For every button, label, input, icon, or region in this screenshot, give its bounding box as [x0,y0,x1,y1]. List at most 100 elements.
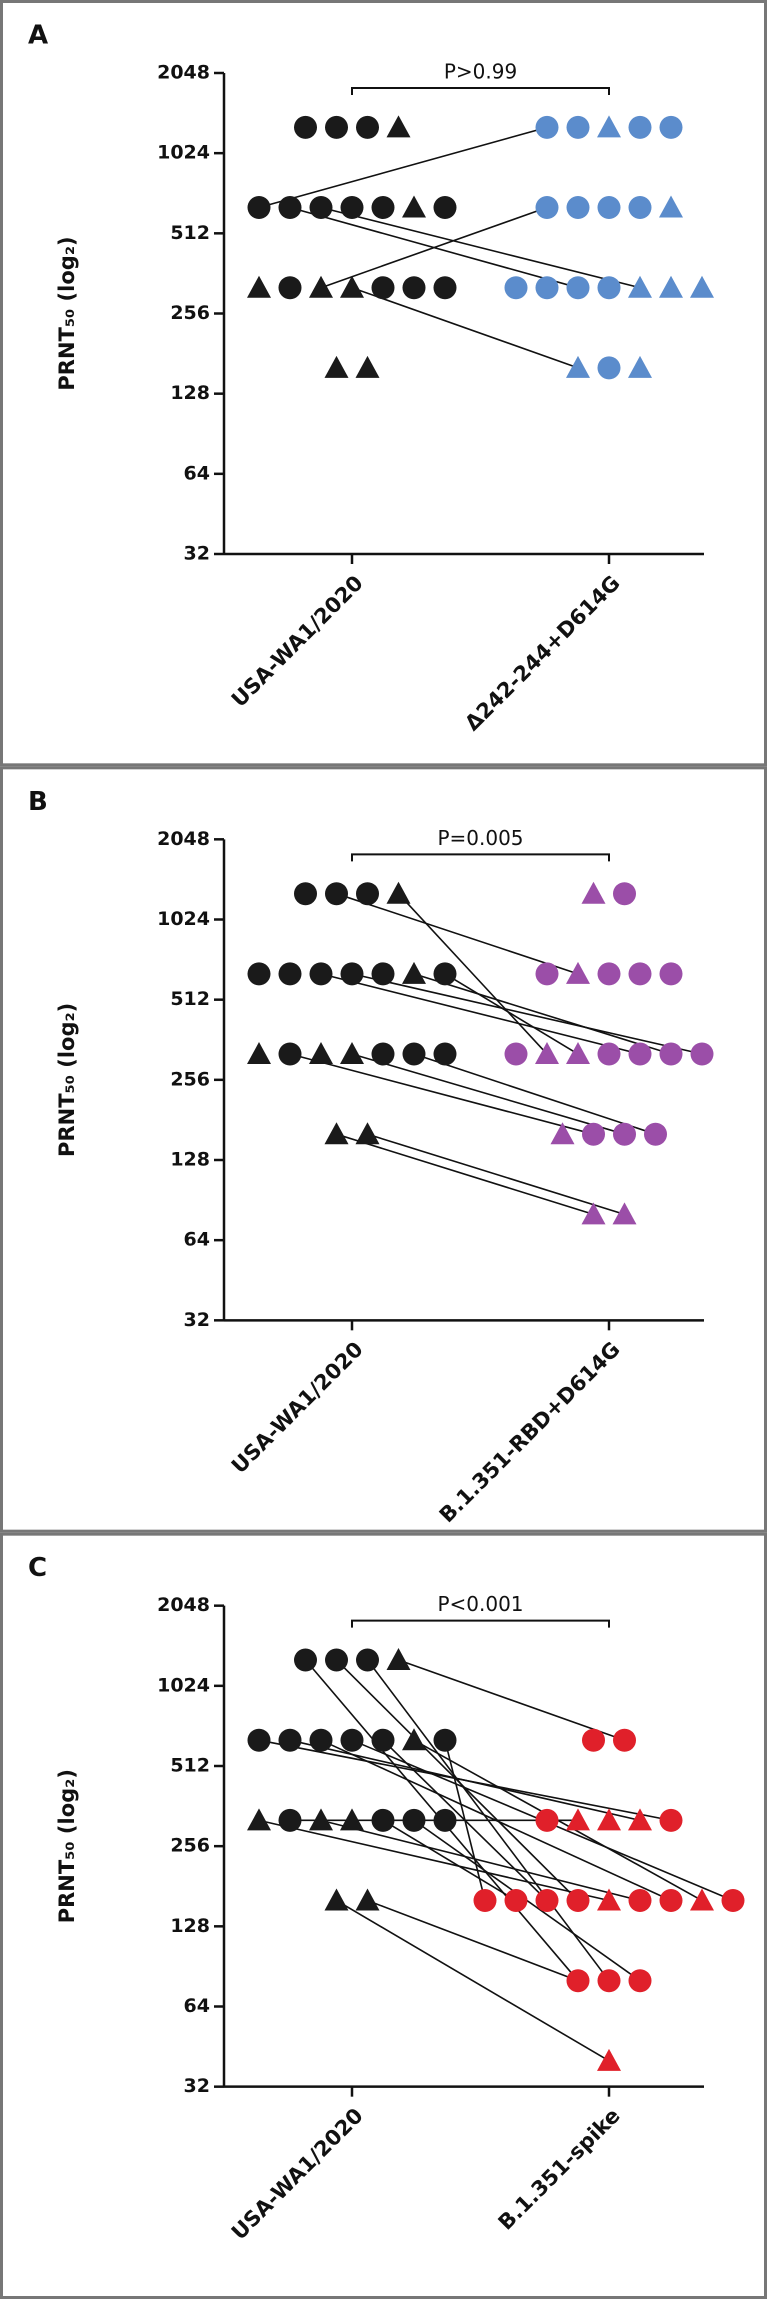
triangle-marker [690,275,714,298]
triangle-marker [247,1808,271,1831]
circle-marker [597,276,621,300]
y-axis-label: PRNT₅₀ (log₂) [55,1769,79,1923]
y-tick-label: 1024 [157,908,210,930]
circle-marker [278,276,302,300]
circle-marker [278,1042,302,1066]
panel: B 32 64 128 256 512 1024 2048 PRNT₅₀ (log₂) USA-W… [0,766,767,1533]
triangle-marker [340,275,364,298]
pair-line [289,1053,594,1135]
triangle-marker [324,355,349,378]
circle-marker [309,962,333,986]
circle-marker [356,882,379,906]
triangle-marker [402,961,426,984]
circle-marker [597,196,621,220]
triangle-marker [659,195,683,218]
x-tick-label: B.1.351-spike [494,2103,625,2234]
circle-marker [690,1042,714,1066]
triangle-marker [628,275,652,298]
pair-line [413,973,672,1055]
circle-marker [433,1808,457,1832]
circle-marker [294,115,317,139]
panel-letter: B [28,787,48,817]
pair-line [397,893,548,1055]
triangle-marker [628,1808,652,1831]
y-tick-label: 256 [170,302,210,324]
triangle-marker [309,1042,333,1065]
triangle-marker [386,881,411,904]
circle-marker [356,115,379,139]
circle-marker [504,1042,528,1066]
circle-marker [340,962,364,986]
circle-marker [566,1969,590,1993]
circle-marker [659,1889,683,1913]
x-tick-label: B.1.351-RBD+D614G [435,1337,625,1527]
circle-marker [659,1808,683,1832]
circle-marker [535,1889,559,1913]
p-value: P>0.99 [444,60,517,84]
panel-border [0,1532,767,2299]
pair-line [258,126,548,209]
pair-line [398,1659,625,1741]
triangle-marker [535,1042,559,1065]
circle-marker [371,1042,395,1066]
panel-border [0,0,767,767]
circle-marker [371,1808,395,1832]
circle-marker [659,1042,683,1066]
y-tick-label: 64 [184,1229,210,1251]
triangle-marker [581,881,606,904]
y-tick-label: 512 [170,222,210,244]
circle-marker [356,1648,379,1672]
circle-marker [566,196,590,220]
panel-letter: C [28,1553,47,1583]
x-tick-label: USA-WA1/2020 [227,571,368,712]
panel-letter: A [28,21,48,51]
pair-line [367,1133,625,1216]
circle-marker [659,115,683,139]
pair-line [336,1899,610,2062]
y-tick-label: 256 [170,1068,210,1090]
x-tick-label: USA-WA1/2020 [227,2103,368,2244]
circle-marker [628,1889,652,1913]
triangle-marker [309,1808,333,1831]
circle-marker [247,196,271,220]
significance-bracket [351,853,610,862]
circle-marker [613,1122,636,1146]
circle-marker [566,115,590,139]
pair-line [320,206,548,289]
triangle-marker [355,1122,380,1145]
y-tick-label: 128 [170,1915,210,1937]
pair-line [351,286,579,369]
circle-marker [278,1808,302,1832]
triangle-marker [628,355,652,378]
circle-marker [340,196,364,220]
x-tick-label: USA-WA1/2020 [227,1337,368,1478]
circle-marker [294,1648,317,1672]
y-tick-label: 128 [170,1149,210,1171]
circle-marker [597,1969,621,1993]
circle-marker [309,1728,333,1752]
pair-line [336,1133,594,1216]
triangle-marker [386,115,411,138]
circle-marker [371,1728,395,1752]
triangle-marker [581,1202,606,1225]
panel: A 32 64 128 256 512 1024 2048 PRNT₅₀ (log₂) USA-W… [0,0,767,767]
circle-marker [535,276,559,300]
circle-marker [504,276,528,300]
significance-bracket [351,87,610,95]
triangle-marker [566,355,590,378]
triangle-marker [340,1808,364,1831]
circle-marker [278,196,302,220]
triangle-marker [566,1042,590,1065]
circle-marker [371,962,395,986]
circle-marker [613,1728,636,1752]
circle-marker [582,1122,605,1146]
circle-marker [659,962,683,986]
circle-marker [597,356,621,380]
circle-marker [294,882,317,906]
y-tick-label: 1024 [157,142,210,164]
circle-marker [278,1728,302,1752]
circle-marker [644,1122,667,1146]
pair-line [382,1819,517,1902]
triangle-marker [597,115,621,138]
